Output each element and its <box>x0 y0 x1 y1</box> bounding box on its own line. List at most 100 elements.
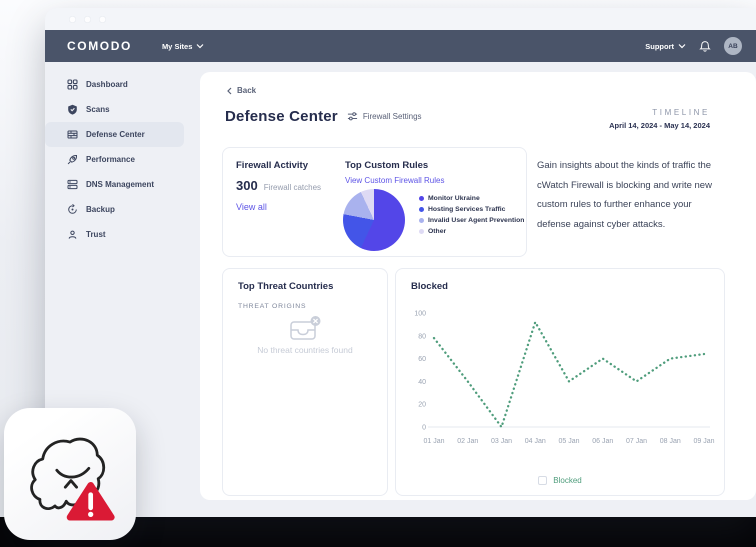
dashboard-icon <box>67 79 78 90</box>
chevron-down-icon <box>678 44 686 49</box>
notifications-bell-icon[interactable] <box>699 40 711 53</box>
svg-text:02 Jan: 02 Jan <box>457 438 478 445</box>
svg-text:06 Jan: 06 Jan <box>592 438 613 445</box>
svg-text:40: 40 <box>418 379 426 386</box>
sidebar: Dashboard Scans Defense Center Performan… <box>45 62 200 517</box>
sidebar-item-label: Defense Center <box>86 130 145 139</box>
legend-item: Invalid User Agent Prevention <box>419 217 524 224</box>
legend-label: Monitor Ukraine <box>428 195 480 202</box>
browser-window: COMODO My Sites Support AB <box>45 8 756 517</box>
top-threat-countries-title: Top Threat Countries <box>238 281 334 292</box>
chevron-down-icon <box>196 44 204 49</box>
window-body: Dashboard Scans Defense Center Performan… <box>45 62 756 517</box>
view-all-link[interactable]: View all <box>236 202 267 212</box>
window-control-close[interactable] <box>69 15 76 23</box>
svg-text:100: 100 <box>414 311 426 318</box>
sidebar-item-backup[interactable]: Backup <box>45 197 184 222</box>
legend-dot <box>419 218 424 223</box>
page-header: Defense Center Firewall Settings <box>225 108 422 125</box>
back-label: Back <box>237 86 257 95</box>
legend-item: Hosting Services Traffic <box>419 206 524 213</box>
blocked-legend: Blocked <box>396 476 724 485</box>
blocked-title: Blocked <box>411 281 448 292</box>
comodo-logo: COMODO <box>67 39 132 53</box>
svg-text:04 Jan: 04 Jan <box>525 438 546 445</box>
timeline-block: TIMELINE April 14, 2024 - May 14, 2024 <box>609 108 710 130</box>
firewall-activity-title: Firewall Activity <box>236 160 308 171</box>
firewall-icon <box>67 130 78 139</box>
custom-rules-pie-chart[interactable] <box>343 189 405 251</box>
backup-refresh-icon <box>68 204 77 214</box>
my-sites-menu[interactable]: My Sites <box>162 42 204 51</box>
no-threat-countries-text: No threat countries found <box>257 345 353 355</box>
sidebar-item-label: Trust <box>86 230 106 239</box>
legend-label: Other <box>428 228 447 235</box>
empty-inbox-icon <box>290 316 321 340</box>
sidebar-item-dashboard[interactable]: Dashboard <box>45 72 184 97</box>
main-panel: Back Defense Center Firewall Settings TI… <box>200 72 756 500</box>
top-navbar: COMODO My Sites Support AB <box>45 30 756 62</box>
sidebar-item-label: Backup <box>86 205 115 214</box>
mascot-alert-card <box>4 408 136 540</box>
page-title: Defense Center <box>225 108 338 125</box>
sidebar-item-performance[interactable]: Performance <box>45 147 184 172</box>
blocked-legend-label: Blocked <box>553 476 582 485</box>
shield-icon <box>68 104 77 115</box>
sidebar-item-label: Dashboard <box>86 80 128 89</box>
sliders-icon <box>347 112 357 121</box>
sidebar-item-label: Scans <box>86 105 110 114</box>
blocked-line-chart[interactable]: 0 20 40 60 80 100 01 Jan 02 Jan 03 Jan 04 Jan 05 J… <box>404 301 716 451</box>
legend-label: Hosting Services Traffic <box>428 206 506 213</box>
legend-dot <box>419 229 424 234</box>
pie-legend: Monitor Ukraine Hosting Services Traffic… <box>419 195 524 239</box>
sidebar-item-trust[interactable]: Trust <box>45 222 184 247</box>
firewall-catches-caption: Firewall catches <box>263 183 322 192</box>
svg-text:80: 80 <box>418 333 426 340</box>
view-custom-firewall-rules-link[interactable]: View Custom Firewall Rules <box>345 176 445 185</box>
window-control-maximize[interactable] <box>99 15 106 23</box>
back-link[interactable]: Back <box>227 86 256 95</box>
top-threat-countries-card: Top Threat Countries THREAT ORIGINS No t… <box>222 268 388 496</box>
rocket-icon <box>67 154 78 165</box>
svg-text:60: 60 <box>418 356 426 363</box>
svg-text:09 Jan: 09 Jan <box>693 438 714 445</box>
my-sites-label: My Sites <box>161 41 193 51</box>
firewall-activity-card: Firewall Activity 300 Firewall catches V… <box>222 147 527 257</box>
sidebar-item-label: Performance <box>86 155 135 164</box>
warning-triangle-icon <box>66 481 115 521</box>
window-control-minimize[interactable] <box>84 15 91 23</box>
timeline-range[interactable]: April 14, 2024 - May 14, 2024 <box>609 121 710 130</box>
avatar[interactable]: AB <box>724 37 742 55</box>
svg-text:20: 20 <box>418 402 426 409</box>
sidebar-item-defense-center[interactable]: Defense Center <box>45 122 184 147</box>
support-label: Support <box>645 41 674 51</box>
firewall-settings-link[interactable]: Firewall Settings <box>347 111 422 122</box>
sidebar-item-label: DNS Management <box>86 180 155 189</box>
legend-dot <box>419 196 424 201</box>
firewall-catches-count: 300 <box>236 178 258 193</box>
top-custom-rules-title: Top Custom Rules <box>345 160 429 171</box>
blocked-legend-checkbox[interactable] <box>538 476 548 485</box>
blocked-chart-card: Blocked 0 20 40 60 80 100 01 Jan 02 Jan 03 Jan 04… <box>395 268 725 496</box>
firewall-catches: 300 Firewall catches <box>236 178 321 193</box>
server-icon <box>67 179 78 190</box>
sidebar-item-dns-management[interactable]: DNS Management <box>45 172 184 197</box>
svg-text:0: 0 <box>422 425 426 432</box>
ghost-mascot-icon <box>30 437 115 521</box>
svg-text:07 Jan: 07 Jan <box>626 438 647 445</box>
firewall-settings-label: Firewall Settings <box>362 112 422 121</box>
navbar-right: Support AB <box>645 37 742 55</box>
svg-text:05 Jan: 05 Jan <box>558 438 579 445</box>
svg-text:03 Jan: 03 Jan <box>491 438 512 445</box>
svg-text:08 Jan: 08 Jan <box>660 438 681 445</box>
trust-person-icon <box>68 230 77 239</box>
legend-dot <box>419 207 424 212</box>
timeline-label: TIMELINE <box>652 108 710 117</box>
legend-item: Other <box>419 228 524 235</box>
sidebar-item-scans[interactable]: Scans <box>45 97 184 122</box>
insight-text: Gain insights about the kinds of traffic… <box>537 160 712 230</box>
window-titlebar <box>45 8 756 30</box>
support-menu[interactable]: Support <box>645 42 686 51</box>
legend-label: Invalid User Agent Prevention <box>428 217 525 224</box>
